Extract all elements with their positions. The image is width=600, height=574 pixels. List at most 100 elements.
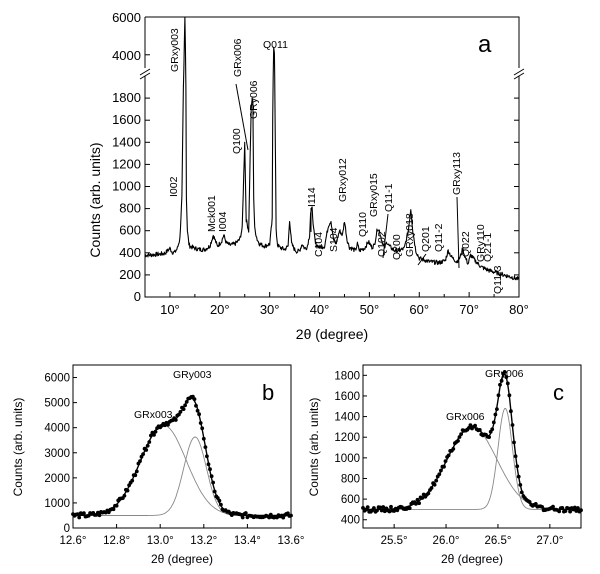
panel-a-y-tick-label: 1000 bbox=[112, 179, 141, 194]
panel-b-point bbox=[82, 511, 86, 516]
panel-c-point bbox=[498, 382, 502, 387]
panel-c-point bbox=[473, 423, 477, 428]
annotation-q100: Q100 bbox=[231, 128, 243, 154]
panel-c-point bbox=[560, 506, 565, 510]
panel-b-points bbox=[71, 394, 293, 520]
panel-b-point bbox=[153, 429, 158, 434]
panel-c-point bbox=[490, 427, 495, 432]
panel-a-x-tick-label: 30° bbox=[260, 302, 280, 317]
panel-b-x-tick-label: 13.4° bbox=[234, 535, 261, 547]
panel-c-point bbox=[557, 509, 562, 514]
panel-b-y-tick-label: 1000 bbox=[44, 498, 70, 510]
annotation-q011: Q011 bbox=[263, 39, 288, 51]
panel-a-x-tick-label: 10° bbox=[160, 302, 180, 317]
panel-c-point bbox=[451, 447, 456, 451]
annotation-gry110: GRy110 bbox=[475, 224, 487, 262]
annotation-gry006: GRy006 bbox=[248, 80, 260, 119]
panel-b-point bbox=[194, 403, 198, 408]
panel-c-frame bbox=[362, 364, 582, 529]
annotation-q21-1: Q21-1 bbox=[482, 233, 494, 262]
panel-c-point bbox=[456, 439, 460, 443]
panel-c-point bbox=[379, 508, 384, 513]
panel-b-point bbox=[145, 443, 150, 448]
panel-b-x-tick-label: 12.8° bbox=[103, 535, 130, 547]
panel-c-x-tick-label: 25.5° bbox=[381, 535, 408, 547]
panel-b-point bbox=[243, 511, 248, 515]
panel-b-point bbox=[173, 418, 178, 422]
panel-b-point bbox=[209, 474, 214, 479]
panel-c-point bbox=[551, 504, 555, 509]
panel-b-point bbox=[111, 507, 116, 512]
annotation-q022: Q022 bbox=[460, 231, 472, 257]
panel-c-point bbox=[509, 409, 513, 414]
panel-a-y-tick-label: 1600 bbox=[112, 112, 141, 127]
panel-c-point bbox=[375, 508, 379, 513]
arrow-grxy113 bbox=[456, 196, 460, 269]
panel-a-x-tick-label: 60° bbox=[409, 302, 429, 317]
panel-b-point bbox=[198, 421, 203, 425]
arrow-q201 bbox=[417, 253, 427, 266]
panel-c-point bbox=[432, 482, 437, 487]
panel-c-y-tick-label: 1600 bbox=[334, 391, 360, 403]
panel-c-point bbox=[477, 428, 482, 432]
panel-b-point bbox=[144, 448, 149, 452]
panel-b-fit bbox=[73, 397, 291, 517]
panel-c-point bbox=[439, 468, 443, 473]
annotation-q11-2: Q11-2 bbox=[433, 223, 445, 252]
panel-a-y-tick-label: 1800 bbox=[112, 90, 141, 105]
annotation-q110: Q110 bbox=[357, 212, 369, 237]
panel-a-y-tick-label: 200 bbox=[119, 267, 141, 282]
panel-b-y-tick-label: 3000 bbox=[44, 448, 70, 460]
panel-a-x-tick-label: 70° bbox=[459, 302, 479, 317]
panel-c-point bbox=[467, 426, 471, 430]
panel-b-point bbox=[192, 397, 197, 401]
panel-c-point bbox=[504, 375, 509, 379]
panel-c-point bbox=[437, 472, 442, 477]
panel-a-xlabel: 2θ (degree) bbox=[296, 326, 368, 342]
annotation-grxy012: GRxy012 bbox=[337, 158, 349, 202]
panel-c-point bbox=[519, 490, 524, 495]
panel-b-point bbox=[75, 512, 80, 517]
panel-c-point bbox=[372, 506, 376, 510]
panel-b-point bbox=[77, 515, 82, 520]
panel-c-point bbox=[382, 509, 387, 514]
panel-b-point bbox=[147, 440, 152, 444]
panel-b-point bbox=[138, 459, 142, 463]
panel-c-point bbox=[510, 423, 515, 427]
panel-a-ylabel: Counts (arb. units) bbox=[87, 142, 103, 257]
panel-c-point bbox=[507, 393, 512, 398]
panel-c: 25.5° 26.0° 26.5° 27.0° 400 600 800 1000 1200 140… bbox=[307, 364, 583, 566]
annotation-s104: S104 bbox=[328, 227, 340, 252]
panel-c-point bbox=[420, 496, 425, 500]
panel-c-y-tick-label: 1400 bbox=[334, 412, 360, 424]
panel-b-point bbox=[183, 403, 188, 408]
panel-b-point bbox=[203, 445, 208, 449]
panel-c-point bbox=[576, 506, 580, 510]
panel-a-annotations: I002 GRxy003 Mck001 I004 Q100 GRx006 GRy… bbox=[168, 28, 504, 294]
panel-a-x-tick-label: 20° bbox=[210, 302, 230, 317]
annotation-q11-1: Q11-1 bbox=[383, 183, 395, 212]
annotation-i002: I002 bbox=[168, 176, 180, 197]
panel-c-point bbox=[426, 491, 431, 496]
panel-c-annotation-gry006: GRy006 bbox=[485, 368, 524, 380]
panel-b-point bbox=[240, 515, 245, 520]
panel-c-point bbox=[540, 505, 544, 509]
panel-c-point bbox=[434, 478, 439, 483]
panel-c-point bbox=[378, 505, 382, 510]
panel-a-ticks: 10° 20° 30° 40° 50° 60° 70° 80° 0 200 400 600 800 100… bbox=[112, 10, 529, 317]
panel-a-y-tick-label: 400 bbox=[119, 245, 141, 260]
panel-b-components bbox=[73, 424, 291, 516]
panel-b-frame bbox=[72, 364, 292, 529]
annotation-i004: I004 bbox=[217, 211, 229, 232]
panel-a-y-tick-label: 600 bbox=[119, 223, 141, 238]
panel-a-left-break-mark bbox=[139, 68, 151, 80]
panel-b-point bbox=[200, 426, 205, 431]
panel-c-point bbox=[516, 474, 521, 479]
panel-c-point bbox=[568, 509, 572, 514]
panel-a-y-tick-label: 800 bbox=[119, 201, 141, 216]
panel-b-x-tick-label: 13.0° bbox=[147, 535, 174, 547]
panel-b-point bbox=[134, 469, 139, 474]
panel-c-point bbox=[566, 506, 571, 511]
panel-b-point bbox=[149, 433, 153, 438]
arrow-q11-1 bbox=[382, 213, 389, 259]
